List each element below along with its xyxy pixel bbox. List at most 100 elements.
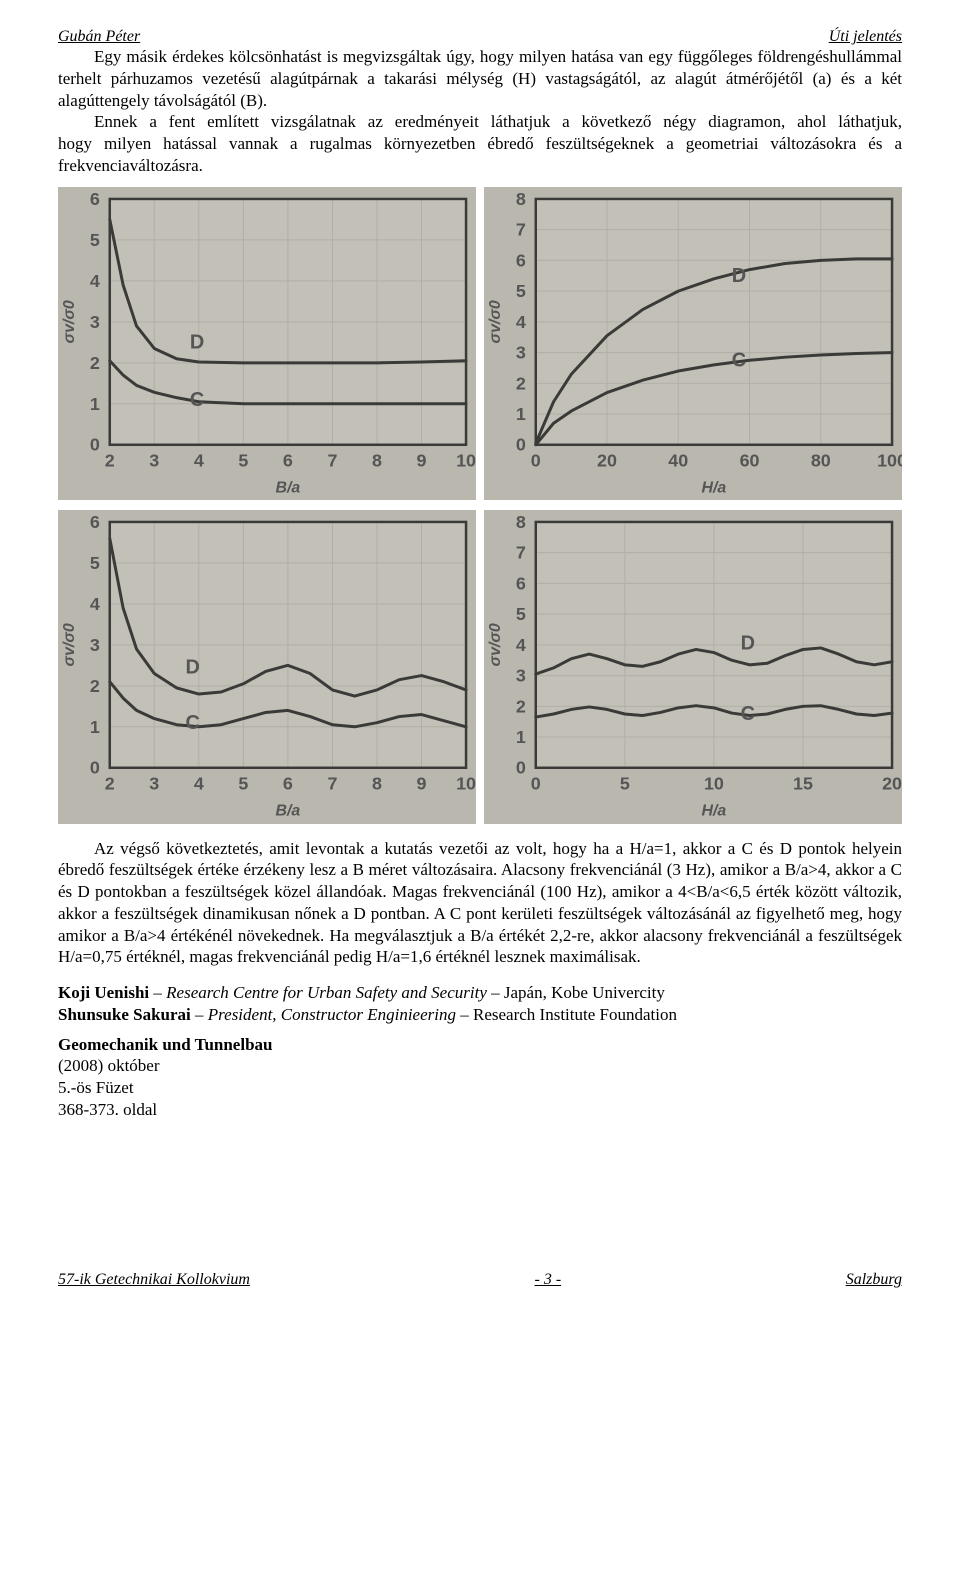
svg-text:1: 1 xyxy=(90,717,100,737)
svg-text:4: 4 xyxy=(194,774,204,794)
svg-text:σv/σ0: σv/σ0 xyxy=(487,300,504,343)
svg-text:5: 5 xyxy=(516,281,526,301)
svg-text:5: 5 xyxy=(516,604,526,624)
svg-text:3: 3 xyxy=(90,635,100,655)
ref-a1-name: Koji Uenishi xyxy=(58,983,149,1002)
svg-text:3: 3 xyxy=(516,666,526,686)
ref-a2-tail: Research Institute Foundation xyxy=(473,1005,677,1024)
svg-text:σv/σ0: σv/σ0 xyxy=(61,300,78,343)
svg-text:8: 8 xyxy=(372,774,382,794)
svg-text:8: 8 xyxy=(516,512,526,532)
svg-text:C: C xyxy=(741,703,755,725)
svg-text:20: 20 xyxy=(882,774,902,794)
svg-text:7: 7 xyxy=(327,774,337,794)
ref-author-1: Koji Uenishi – Research Centre for Urban… xyxy=(58,982,902,1004)
paragraph-2: Ennek a fent említett vizsgálatnak az er… xyxy=(58,111,902,176)
svg-text:1: 1 xyxy=(516,727,526,747)
svg-text:5: 5 xyxy=(238,774,248,794)
ref-a1-title: – Research Centre for Urban Safety and S… xyxy=(149,983,504,1002)
charts-grid: 01234562345678910DCB/aσv/σ0 012345678020… xyxy=(58,187,902,824)
footer-right: Salzburg xyxy=(846,1271,902,1289)
header-title: Úti jelentés xyxy=(829,28,902,46)
svg-text:7: 7 xyxy=(327,450,337,470)
svg-text:0: 0 xyxy=(516,758,526,778)
svg-text:60: 60 xyxy=(740,450,760,470)
svg-text:D: D xyxy=(741,632,755,654)
svg-text:σv/σ0: σv/σ0 xyxy=(61,623,78,666)
svg-text:8: 8 xyxy=(516,188,526,208)
header-author: Gubán Péter xyxy=(58,28,140,46)
svg-text:9: 9 xyxy=(417,774,427,794)
svg-text:0: 0 xyxy=(531,774,541,794)
page-footer: 57-ik Getechnikai Kollokvium - 3 - Salzb… xyxy=(58,1271,902,1289)
svg-text:6: 6 xyxy=(283,774,293,794)
svg-text:B/a: B/a xyxy=(276,479,301,496)
ref-a2-name: Shunsuke Sakurai xyxy=(58,1005,191,1024)
svg-text:2: 2 xyxy=(90,352,100,372)
svg-text:C: C xyxy=(190,388,204,410)
chart-bottom-right: 01234567805101520DCH/aσv/σ0 xyxy=(484,510,902,824)
svg-text:2: 2 xyxy=(105,450,115,470)
svg-text:C: C xyxy=(185,712,199,734)
svg-text:σv/σ0: σv/σ0 xyxy=(487,623,504,666)
svg-text:3: 3 xyxy=(149,450,159,470)
chart-top-right: 012345678020406080100DCH/aσv/σ0 xyxy=(484,187,902,501)
svg-text:100: 100 xyxy=(877,450,902,470)
svg-text:2: 2 xyxy=(516,373,526,393)
svg-text:5: 5 xyxy=(620,774,630,794)
svg-text:D: D xyxy=(732,264,746,286)
svg-text:5: 5 xyxy=(90,553,100,573)
svg-text:3: 3 xyxy=(149,774,159,794)
svg-text:7: 7 xyxy=(516,219,526,239)
references: Koji Uenishi – Research Centre for Urban… xyxy=(58,982,902,1121)
svg-text:4: 4 xyxy=(516,635,526,655)
svg-text:6: 6 xyxy=(516,573,526,593)
ref-issue: (2008) október xyxy=(58,1055,902,1077)
svg-text:15: 15 xyxy=(793,774,813,794)
svg-text:6: 6 xyxy=(90,512,100,532)
svg-text:1: 1 xyxy=(90,393,100,413)
svg-text:8: 8 xyxy=(372,450,382,470)
svg-text:2: 2 xyxy=(105,774,115,794)
ref-journal: Geomechanik und Tunnelbau xyxy=(58,1034,902,1056)
svg-text:7: 7 xyxy=(516,543,526,563)
svg-text:4: 4 xyxy=(90,270,100,290)
ref-volume: 5.-ös Füzet xyxy=(58,1077,902,1099)
svg-text:80: 80 xyxy=(811,450,831,470)
ref-pages: 368-373. oldal xyxy=(58,1099,902,1121)
chart-bottom-left: 01234562345678910DCB/aσv/σ0 xyxy=(58,510,476,824)
svg-text:10: 10 xyxy=(456,774,476,794)
paragraph-3: Az végső következtetés, amit levontak a … xyxy=(58,838,902,969)
svg-text:0: 0 xyxy=(90,758,100,778)
svg-text:10: 10 xyxy=(704,774,724,794)
svg-text:1: 1 xyxy=(516,404,526,424)
svg-text:D: D xyxy=(185,657,199,679)
svg-text:3: 3 xyxy=(516,342,526,362)
chart-top-left: 01234562345678910DCB/aσv/σ0 xyxy=(58,187,476,501)
svg-text:6: 6 xyxy=(90,188,100,208)
svg-text:0: 0 xyxy=(516,434,526,454)
svg-text:H/a: H/a xyxy=(702,479,727,496)
svg-text:9: 9 xyxy=(417,450,427,470)
svg-text:D: D xyxy=(190,331,204,353)
svg-text:4: 4 xyxy=(516,311,526,331)
footer-left: 57-ik Getechnikai Kollokvium xyxy=(58,1271,250,1289)
ref-a2-title: – President, Constructor Enginieering – xyxy=(191,1005,473,1024)
svg-text:4: 4 xyxy=(90,594,100,614)
svg-text:5: 5 xyxy=(238,450,248,470)
svg-text:0: 0 xyxy=(90,434,100,454)
svg-text:6: 6 xyxy=(283,450,293,470)
svg-text:C: C xyxy=(732,349,746,371)
svg-text:H/a: H/a xyxy=(702,803,727,820)
svg-text:40: 40 xyxy=(668,450,688,470)
svg-text:6: 6 xyxy=(516,250,526,270)
paragraph-1: Egy másik érdekes kölcsönhatást is megvi… xyxy=(58,46,902,111)
svg-text:4: 4 xyxy=(194,450,204,470)
svg-text:20: 20 xyxy=(597,450,617,470)
svg-text:0: 0 xyxy=(531,450,541,470)
svg-text:B/a: B/a xyxy=(276,803,301,820)
footer-center: - 3 - xyxy=(534,1271,561,1289)
svg-text:3: 3 xyxy=(90,311,100,331)
page-header: Gubán Péter Úti jelentés xyxy=(58,28,902,46)
svg-text:10: 10 xyxy=(456,450,476,470)
